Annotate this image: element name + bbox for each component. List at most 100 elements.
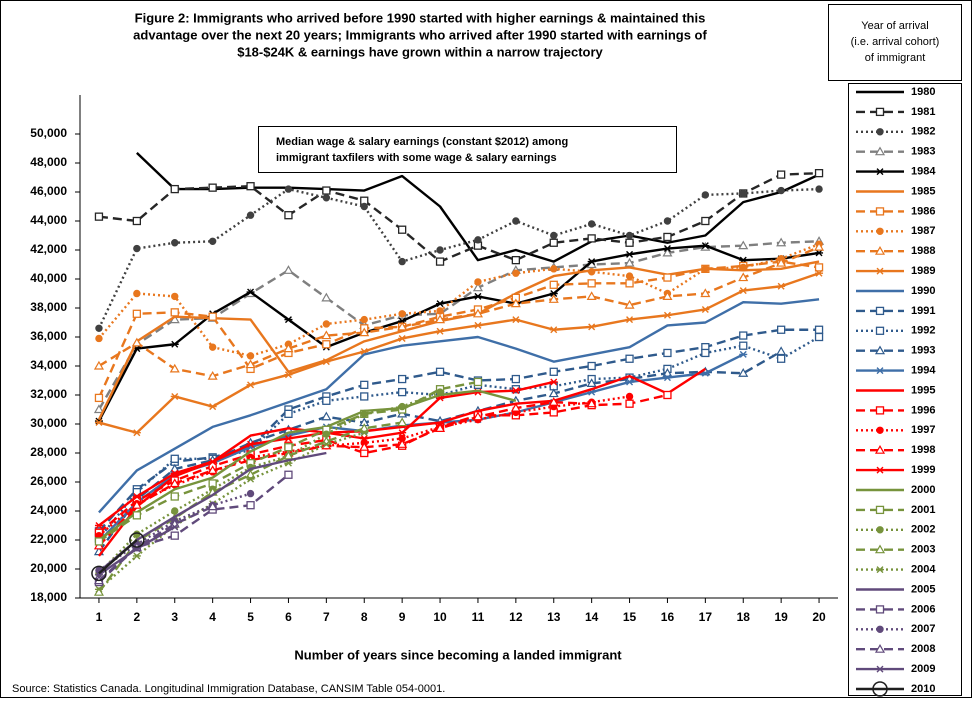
marker <box>435 257 445 266</box>
marker <box>208 312 217 321</box>
marker <box>550 231 558 240</box>
x-tick-label: 13 <box>547 610 561 624</box>
legend-label: 2004 <box>911 564 936 576</box>
y-tick-label: 22,000 <box>30 532 67 546</box>
marker <box>436 388 444 396</box>
marker <box>94 537 104 546</box>
legend-label: 1980 <box>911 86 935 98</box>
series-line <box>98 272 820 434</box>
legend-label: 2009 <box>911 663 935 675</box>
marker <box>436 327 445 335</box>
marker <box>322 358 331 366</box>
marker <box>284 371 293 379</box>
legend-title: Year of arrival <box>861 20 928 32</box>
y-tick-label: 24,000 <box>30 503 67 517</box>
marker <box>322 186 331 195</box>
y-tick-label: 40,000 <box>30 271 67 285</box>
legend-label: 1994 <box>911 365 936 377</box>
marker <box>662 368 673 377</box>
marker <box>398 310 406 318</box>
legend-label: 1995 <box>911 384 935 396</box>
marker <box>246 352 255 360</box>
chart-title: advantage over the next 20 years; Immigr… <box>133 27 707 42</box>
marker <box>321 292 332 302</box>
marker <box>360 410 368 418</box>
marker <box>322 194 331 202</box>
marker <box>587 361 596 371</box>
marker <box>132 493 141 500</box>
y-tick-label: 20,000 <box>30 561 67 575</box>
marker <box>170 340 179 348</box>
marker <box>398 402 406 411</box>
marker <box>739 189 747 198</box>
legend-label: 1986 <box>911 205 935 217</box>
series-line <box>98 328 820 533</box>
marker <box>701 348 710 358</box>
y-tick-label: 44,000 <box>30 213 67 227</box>
marker <box>94 393 104 403</box>
marker <box>436 307 444 315</box>
marker <box>170 392 179 400</box>
marker <box>701 216 710 226</box>
legend-title-box <box>828 4 962 81</box>
marker <box>170 469 179 477</box>
legend-marker <box>875 326 885 335</box>
legend-label: 1993 <box>911 345 935 357</box>
legend-marker <box>876 168 884 176</box>
legend-label: 1991 <box>911 305 935 317</box>
legend-marker <box>874 544 886 554</box>
marker <box>587 279 596 288</box>
series-line <box>98 539 138 575</box>
legend-marker <box>875 505 885 515</box>
series-line <box>98 171 820 263</box>
marker <box>94 419 103 427</box>
marker <box>777 282 786 290</box>
legend-marker <box>875 406 885 415</box>
marker <box>663 348 672 358</box>
legend-label: 1999 <box>911 464 935 476</box>
legend-label: 1987 <box>911 225 935 237</box>
marker <box>93 404 104 414</box>
marker <box>284 185 293 193</box>
x-tick-label: 15 <box>623 610 637 624</box>
marker <box>283 343 294 353</box>
marker <box>663 217 672 225</box>
legend-marker <box>876 367 884 375</box>
marker <box>473 292 482 300</box>
marker <box>132 429 141 437</box>
marker <box>284 211 293 220</box>
marker <box>95 334 103 343</box>
legend-label: 1996 <box>911 404 935 416</box>
marker <box>132 216 142 226</box>
legend-marker <box>876 665 884 673</box>
marker <box>738 272 749 282</box>
marker <box>776 237 787 247</box>
marker <box>472 411 483 421</box>
legend-label: 1984 <box>911 166 936 178</box>
series-line <box>98 245 820 378</box>
marker <box>814 263 824 272</box>
marker <box>587 220 596 228</box>
marker <box>436 246 444 254</box>
legend-marker <box>876 227 884 236</box>
marker <box>360 429 369 437</box>
marker <box>129 532 145 548</box>
y-tick-label: 32,000 <box>30 387 67 401</box>
marker <box>169 463 180 473</box>
marker <box>663 374 672 382</box>
x-tick-label: 12 <box>509 610 523 624</box>
marker <box>511 255 520 265</box>
marker <box>815 269 824 277</box>
legend-label: 1981 <box>911 106 935 118</box>
marker <box>587 234 596 243</box>
series-line <box>98 431 365 591</box>
marker <box>170 454 179 463</box>
marker <box>208 183 217 192</box>
marker <box>283 450 294 460</box>
marker <box>435 314 446 324</box>
x-tick-label: 5 <box>247 610 254 624</box>
marker <box>473 321 482 329</box>
marker <box>207 465 218 474</box>
x-tick-label: 9 <box>399 610 406 624</box>
marker <box>472 308 483 318</box>
